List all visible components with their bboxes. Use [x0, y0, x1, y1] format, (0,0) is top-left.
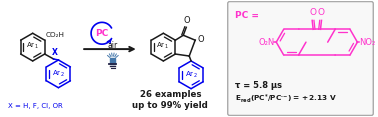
Text: $\mathregular{Ar_1}$: $\mathregular{Ar_1}$: [26, 41, 39, 51]
Text: O: O: [318, 8, 324, 17]
Text: CO₂H: CO₂H: [46, 32, 65, 38]
FancyBboxPatch shape: [228, 2, 373, 115]
Text: $\mathregular{Ar_2}$: $\mathregular{Ar_2}$: [185, 70, 197, 80]
Text: O₂N: O₂N: [258, 38, 274, 47]
Text: NO₂: NO₂: [359, 38, 376, 47]
Text: O: O: [184, 16, 191, 25]
Text: τ = 5.8 μs: τ = 5.8 μs: [235, 81, 282, 90]
Text: up to 99% yield: up to 99% yield: [132, 101, 208, 110]
Text: $\mathregular{E_{red}(PC^{*}/PC^{\bullet{-}}) = +2.13\ V}$: $\mathregular{E_{red}(PC^{*}/PC^{\bullet…: [235, 92, 337, 105]
Bar: [110, 58, 115, 64]
Text: PC =: PC =: [235, 11, 259, 20]
Text: $\mathregular{Ar_1}$: $\mathregular{Ar_1}$: [156, 41, 169, 51]
Text: $\mathregular{Ar_2}$: $\mathregular{Ar_2}$: [52, 69, 65, 79]
Text: air: air: [108, 41, 118, 50]
Text: X: X: [52, 48, 57, 57]
Text: PC: PC: [95, 29, 108, 38]
Text: O: O: [309, 8, 316, 17]
Text: 26 examples: 26 examples: [139, 90, 201, 99]
Text: O: O: [197, 35, 204, 44]
Text: X = H, F, Cl, OR: X = H, F, Cl, OR: [8, 102, 63, 108]
